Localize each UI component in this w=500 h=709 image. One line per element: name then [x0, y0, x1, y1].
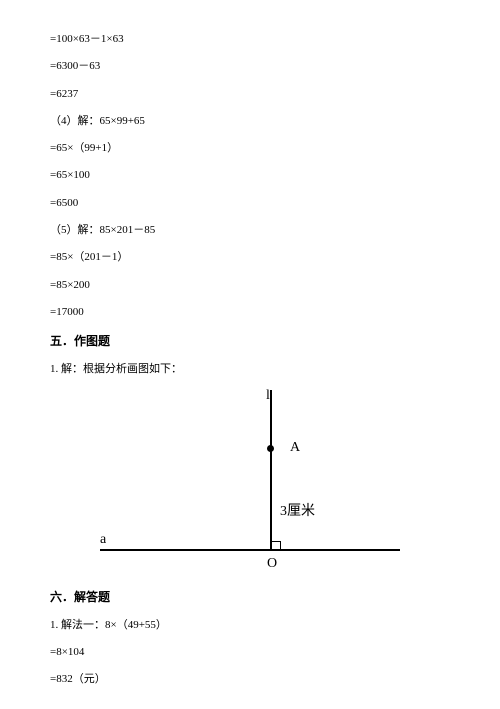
- calc-step: =65×（99+1）: [50, 141, 450, 155]
- section-6-q1-step: =8×104: [50, 645, 450, 659]
- calc-step: =85×200: [50, 278, 450, 292]
- section-6-title: 六．解答题: [50, 588, 450, 605]
- calc-step: =6300－63: [50, 59, 450, 73]
- horizontal-line-a: [100, 549, 400, 551]
- geometry-diagram: l A 3厘米 a O: [100, 390, 400, 580]
- calc-step: =6500: [50, 196, 450, 210]
- point-A-dot: [267, 445, 274, 452]
- right-angle-mark: [272, 541, 281, 550]
- section-5-q1: 1. 解：根据分析画图如下：: [50, 362, 450, 376]
- section-5-title: 五．作图题: [50, 332, 450, 349]
- calc-step: （4）解：65×99+65: [50, 114, 450, 128]
- label-l: l: [266, 388, 270, 404]
- calc-step: =100×63－1×63: [50, 32, 450, 46]
- diagram-container: l A 3厘米 a O: [50, 390, 450, 580]
- document-page: =100×63－1×63 =6300－63 =6237 （4）解：65×99+6…: [0, 0, 500, 709]
- calc-step: =65×100: [50, 168, 450, 182]
- label-a: a: [100, 532, 106, 548]
- label-length: 3厘米: [280, 500, 315, 520]
- label-O: O: [267, 556, 277, 572]
- section-6-q1: 1. 解法一：8×（49+55）: [50, 618, 450, 632]
- calc-step: =17000: [50, 305, 450, 319]
- vertical-line-l: [270, 390, 272, 550]
- section-6-q1-step: =832（元）: [50, 672, 450, 686]
- calc-step: =85×（201－1）: [50, 250, 450, 264]
- label-A: A: [290, 440, 300, 456]
- calc-step: =6237: [50, 87, 450, 101]
- calc-step: （5）解：85×201－85: [50, 223, 450, 237]
